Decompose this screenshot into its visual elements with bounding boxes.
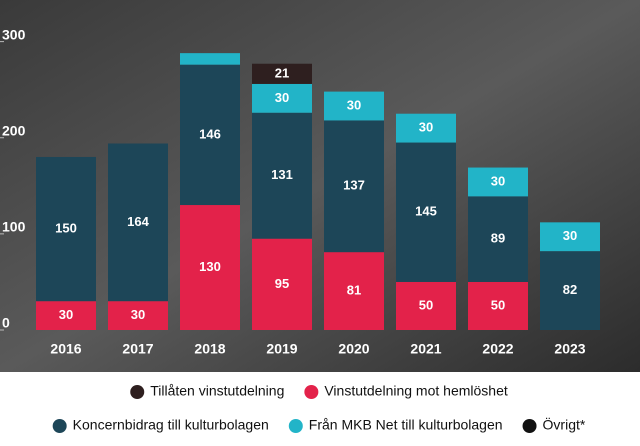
bar-segment: [252, 238, 312, 330]
value-label: 145: [415, 204, 437, 219]
bar-segment: [252, 83, 312, 113]
legend-marker: [130, 385, 145, 399]
legend-marker: [52, 419, 67, 433]
bar-segment: [36, 156, 96, 302]
value-label: 50: [419, 297, 433, 312]
value-label: 50: [491, 297, 505, 312]
x-tick-label: 2021: [410, 341, 441, 357]
value-label: 21: [275, 65, 289, 80]
value-label: 30: [131, 307, 145, 322]
x-tick-label: 2018: [194, 341, 225, 357]
bar-segment: [396, 113, 456, 143]
bar-segment: [180, 53, 240, 65]
x-tick-label: 2017: [122, 341, 153, 357]
value-label: 30: [59, 307, 73, 322]
x-tick-label: 2020: [338, 341, 369, 357]
value-label: 131: [271, 167, 293, 182]
y-tick-label: 100: [2, 219, 26, 235]
legend-label: Koncernbidrag till kulturbolagen: [73, 417, 269, 433]
bar-segment: [324, 91, 384, 121]
bar-segment: [36, 301, 96, 330]
value-label: 30: [419, 120, 433, 135]
y-tick-label: 300: [2, 26, 26, 42]
x-tick-label: 2019: [266, 341, 297, 357]
value-label: 146: [199, 126, 221, 141]
bar-segment: [468, 167, 528, 197]
legend-label: Tillåten vinstutdelning: [150, 383, 284, 399]
bar-segment: [396, 281, 456, 330]
y-tick-label: 200: [2, 122, 26, 138]
value-label: 30: [491, 173, 505, 188]
value-label: 81: [347, 283, 361, 298]
legend-marker: [288, 419, 303, 433]
legend-marker: [304, 385, 319, 399]
value-label: 89: [491, 231, 505, 246]
bar-segment: [180, 205, 240, 330]
bar-segment: [468, 196, 528, 282]
value-label: 82: [563, 282, 577, 297]
bar-segment: [540, 222, 600, 252]
legend-marker: [522, 419, 537, 433]
value-label: 164: [127, 214, 149, 229]
background: [0, 0, 640, 372]
x-tick-label: 2023: [554, 341, 585, 357]
value-label: 30: [275, 90, 289, 105]
value-label: 30: [563, 228, 577, 243]
legend-label: Övrigt*: [543, 416, 586, 433]
x-tick-label: 2016: [50, 341, 81, 357]
bar-segment: [180, 64, 240, 206]
legend-label: Vinstutdelning mot hemlöshet: [324, 383, 508, 399]
x-tick-label: 2022: [482, 341, 513, 357]
bar-segment: [252, 63, 312, 84]
value-label: 95: [275, 276, 289, 291]
bar-segment: [468, 281, 528, 330]
value-label: 137: [343, 178, 365, 193]
value-label: 130: [199, 259, 221, 274]
bar-segment: [540, 251, 600, 330]
value-label: 150: [55, 221, 77, 236]
bar-segment: [108, 143, 168, 302]
bar-segment: [108, 301, 168, 330]
bar-segment: [396, 142, 456, 282]
bar-segment: [324, 252, 384, 330]
y-tick-label: 0: [2, 315, 10, 331]
bar-segment: [324, 120, 384, 253]
value-label: 30: [347, 97, 361, 112]
legend-label: Från MKB Net till kulturbolagen: [309, 417, 503, 433]
bar-segment: [252, 112, 312, 239]
